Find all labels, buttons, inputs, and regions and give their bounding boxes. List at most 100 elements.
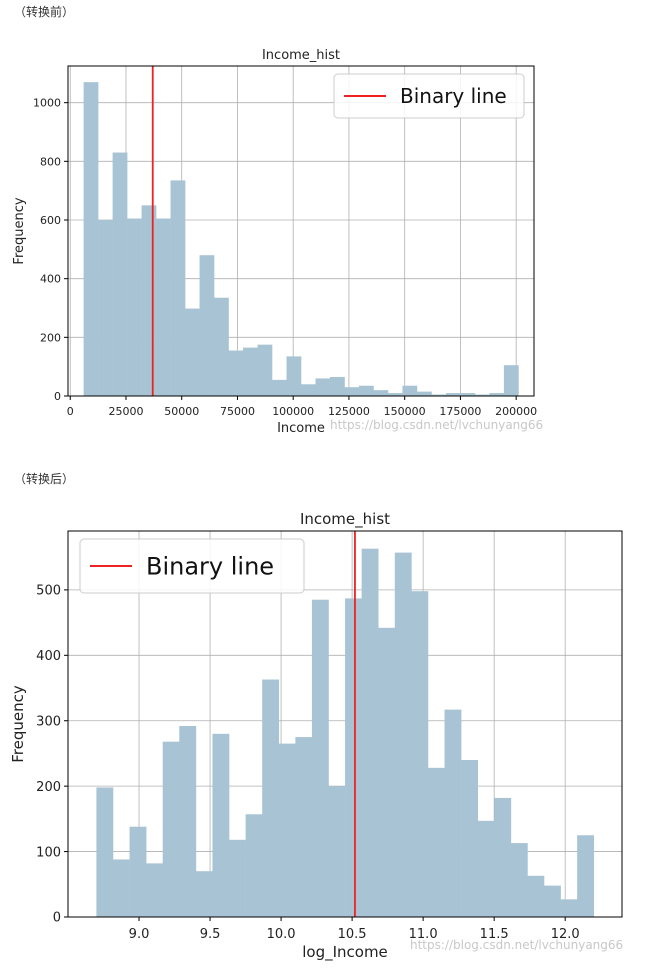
histogram-bar <box>315 378 331 396</box>
histogram-bar <box>98 220 113 396</box>
chart-title: Income_hist <box>300 510 390 529</box>
histogram-bar <box>494 797 512 917</box>
legend-label: Binary line <box>146 553 274 581</box>
x-tick-label: 9.0 <box>129 927 150 942</box>
histogram-bar <box>329 376 345 396</box>
histogram-bar <box>358 385 374 396</box>
y-tick-label: 200 <box>36 780 61 795</box>
y-tick-label: 1000 <box>33 97 61 110</box>
x-tick-label: 10.5 <box>338 927 367 942</box>
histogram-bar <box>228 350 244 396</box>
y-tick-label: 800 <box>40 155 61 168</box>
histogram-bar <box>195 871 213 917</box>
income-hist-chart-after: 9.0 9.5 10.0 10.5 11.0 11.5 12.0 0 100 200 300 400 5… <box>9 510 623 962</box>
y-tick-label: 600 <box>40 214 61 227</box>
x-axis-label: Income <box>277 421 325 436</box>
histogram-bar <box>445 393 461 396</box>
histogram-bar <box>170 180 186 396</box>
watermark: https://blog.csdn.net/lvchunyang66 <box>410 938 623 952</box>
histogram-bar <box>378 627 396 917</box>
x-tick-label: 100000 <box>272 405 314 418</box>
histogram-bar <box>301 384 316 396</box>
x-tick-label: 200000 <box>495 405 537 418</box>
histogram-bar <box>278 743 296 917</box>
y-tick-label: 400 <box>40 273 61 286</box>
x-tick-label: 11.5 <box>480 927 509 942</box>
histogram-bar <box>156 218 171 396</box>
histogram-bar <box>416 391 432 396</box>
histogram-bar <box>328 786 346 917</box>
x-axis-label: log_Income <box>302 943 388 962</box>
caption-after: （转换后） <box>14 472 75 486</box>
histogram-bar <box>185 308 200 396</box>
histogram-bar <box>311 599 329 917</box>
watermark: https://blog.csdn.net/lvchunyang66 <box>330 418 543 432</box>
histogram-bar <box>162 741 180 917</box>
x-tick-label: 125000 <box>328 405 370 418</box>
histogram-bar <box>96 787 114 917</box>
histogram-bar <box>402 385 418 396</box>
y-axis-label: Frequency <box>9 685 27 763</box>
legend-box <box>333 73 525 119</box>
y-tick-label: 300 <box>36 714 61 729</box>
histogram-bar <box>229 839 246 917</box>
histogram-bar <box>243 347 258 396</box>
x-tick-label: 25000 <box>108 405 143 418</box>
histogram-bar <box>474 394 490 396</box>
histogram-bar <box>394 552 412 917</box>
y-tick-label: 0 <box>53 911 61 926</box>
histogram-bar <box>146 863 164 917</box>
x-tick-label: 11.0 <box>409 927 438 942</box>
histogram-bar <box>112 859 130 917</box>
histogram-bar <box>373 390 389 396</box>
y-tick-label: 400 <box>36 649 61 664</box>
plot-frame <box>67 530 623 918</box>
histogram-bar <box>141 205 157 396</box>
histogram-bar <box>129 826 147 917</box>
histogram-bar <box>212 733 230 917</box>
histogram-bar <box>444 709 462 917</box>
plot-frame <box>67 65 535 397</box>
histogram-bar <box>262 679 280 917</box>
histogram-bar <box>179 725 197 917</box>
y-axis-label: Frequency <box>12 197 27 264</box>
histogram-bar <box>577 835 595 917</box>
histogram-bar <box>295 737 313 917</box>
histogram-bar <box>527 875 545 917</box>
histogram-bar <box>345 598 362 917</box>
histogram-bar <box>127 218 142 396</box>
x-tick-label: 175000 <box>439 405 481 418</box>
histogram-bar <box>387 393 403 396</box>
legend-label: Binary line <box>400 84 507 108</box>
histogram-bar <box>477 820 495 917</box>
y-tick-label: 200 <box>40 331 61 344</box>
histogram-bar <box>510 843 528 917</box>
histogram-bar <box>427 767 445 917</box>
histogram-bar <box>199 255 215 396</box>
histogram-bar <box>431 394 447 396</box>
histogram-bar <box>83 82 99 396</box>
histogram-bar <box>214 297 229 396</box>
histogram-bar <box>411 591 429 917</box>
histogram-bar <box>112 152 128 396</box>
caption-before: （转换前） <box>14 5 75 19</box>
histogram-bar <box>245 814 263 917</box>
histogram-bar <box>489 393 505 396</box>
histogram-bar <box>503 365 519 396</box>
histogram-bar <box>361 548 379 917</box>
x-tick-label: 10.0 <box>267 927 296 942</box>
histogram-bar <box>257 344 273 396</box>
x-tick-label: 12.0 <box>551 927 580 942</box>
y-tick-label: 100 <box>36 845 61 860</box>
histogram-bar <box>344 387 360 396</box>
histogram-bar <box>543 885 561 917</box>
x-tick-label: 75000 <box>220 405 255 418</box>
histogram-bar <box>560 899 578 917</box>
histogram-bar <box>461 759 478 917</box>
x-tick-label: 0 <box>67 405 74 418</box>
x-tick-label: 50000 <box>164 405 199 418</box>
y-tick-label: 0 <box>54 390 61 403</box>
legend-box <box>79 538 305 594</box>
income-hist-chart-before: 0 25000 50000 75000 100000 125000 150000 175000… <box>12 48 543 436</box>
x-tick-label: 150000 <box>384 405 426 418</box>
